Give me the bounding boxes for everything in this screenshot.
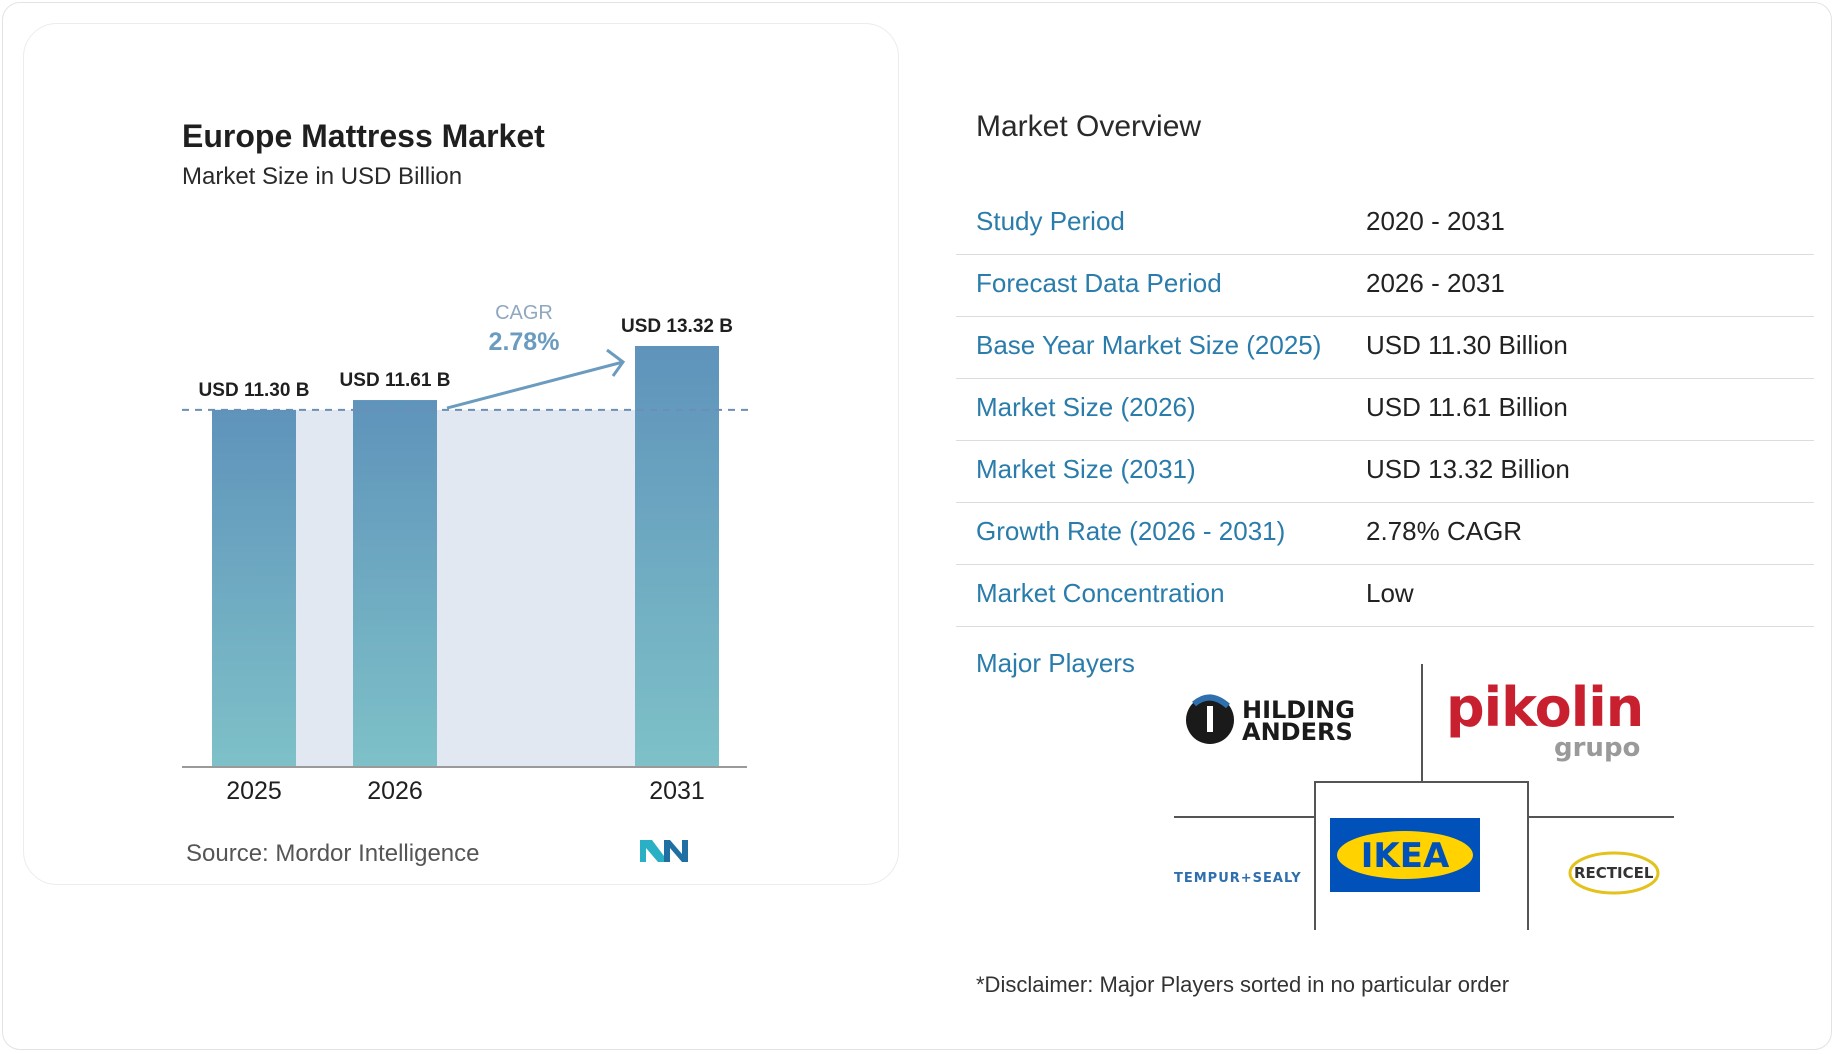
x-tick-label: 2031 — [649, 777, 705, 805]
overview-row: Market Concentration Low — [956, 564, 1814, 627]
chart-title: Europe Mattress Market — [182, 118, 545, 154]
overview-row: Market Size (2031) USD 13.32 Billion — [956, 440, 1814, 503]
disclaimer: *Disclaimer: Major Players sorted in no … — [976, 972, 1510, 997]
chart-subtitle: Market Size in USD Billion — [182, 163, 463, 190]
hilding-anders-logo: HILDING ANDERS — [1186, 694, 1355, 746]
svg-text:IKEA: IKEA — [1361, 836, 1450, 876]
overview-key: Base Year Market Size (2025) — [976, 330, 1322, 360]
overview-title: Market Overview — [976, 110, 1202, 143]
ikea-logo: IKEA — [1330, 818, 1480, 892]
pikolin-logo: pikolin grupo — [1446, 676, 1644, 763]
data-label: USD 11.61 B — [340, 370, 451, 391]
cagr-arrow — [446, 360, 624, 410]
tempur-sealy-logo: TEMPUR+SEALY — [1174, 871, 1302, 886]
recticel-logo: RECTICEL — [1568, 851, 1660, 895]
overview-key: Market Concentration — [976, 578, 1225, 608]
overview-key: Forecast Data Period — [976, 268, 1222, 298]
hilding-anders-logo-text: HILDING — [1242, 696, 1355, 724]
overview-key: Study Period — [976, 206, 1125, 236]
overview-key: Market Size (2026) — [976, 392, 1196, 422]
overview-value: 2026 - 2031 — [1366, 268, 1505, 298]
cagr-value: 2.78% — [489, 328, 560, 356]
overview-value: 2.78% CAGR — [1366, 516, 1523, 546]
svg-text:RECTICEL: RECTICEL — [1574, 864, 1654, 882]
svg-text:TEMPUR+SEALY: TEMPUR+SEALY — [1174, 871, 1302, 886]
logo-divider — [1314, 781, 1529, 930]
overview-value: 2020 - 2031 — [1366, 206, 1505, 236]
mordor-intelligence-logo-icon — [640, 840, 688, 862]
major-players-label: Major Players — [976, 648, 1135, 678]
bar-chart: USD 11.30 B USD 11.61 B USD 13.32 B 2025 202… — [182, 302, 754, 805]
hilding-anders-logo-text: ANDERS — [1242, 718, 1353, 746]
source-note: Source: Mordor Intelligence — [186, 840, 480, 867]
overview-row: Growth Rate (2026 - 2031) 2.78% CAGR — [956, 502, 1814, 565]
overview-value: USD 11.30 Billion — [1366, 330, 1568, 360]
overview-row: Market Size (2026) USD 11.61 Billion — [956, 378, 1814, 441]
overview-row: Base Year Market Size (2025) USD 11.30 B… — [956, 316, 1814, 379]
overview-value: Low — [1366, 578, 1414, 608]
data-label: USD 11.30 B — [199, 380, 310, 401]
chart-band — [296, 409, 635, 767]
overview-value: USD 13.32 Billion — [1366, 454, 1570, 484]
major-players-logos: HILDING ANDERS pikolin grupo IKEA TEMPUR… — [1174, 664, 1674, 930]
overview-value: USD 11.61 Billion — [1366, 392, 1568, 422]
overview-key: Growth Rate (2026 - 2031) — [976, 516, 1286, 546]
svg-text:pikolin: pikolin — [1446, 676, 1643, 739]
svg-text:grupo: grupo — [1554, 733, 1640, 763]
bar — [635, 346, 719, 767]
data-label: USD 13.32 B — [621, 316, 733, 337]
cagr-label: CAGR — [495, 302, 553, 324]
bar — [353, 400, 437, 767]
x-tick-label: 2026 — [367, 777, 423, 805]
overview-row: Study Period 2020 - 2031 — [956, 192, 1814, 255]
chart-card: USD 11.30 B USD 11.61 B USD 13.32 B 2025 202… — [23, 23, 899, 885]
overview-row: Forecast Data Period 2026 - 2031 — [956, 254, 1814, 317]
bar — [212, 409, 296, 767]
cagr-arrow-head — [606, 348, 626, 377]
overview-key: Market Size (2031) — [976, 454, 1196, 484]
x-tick-label: 2025 — [226, 777, 282, 805]
